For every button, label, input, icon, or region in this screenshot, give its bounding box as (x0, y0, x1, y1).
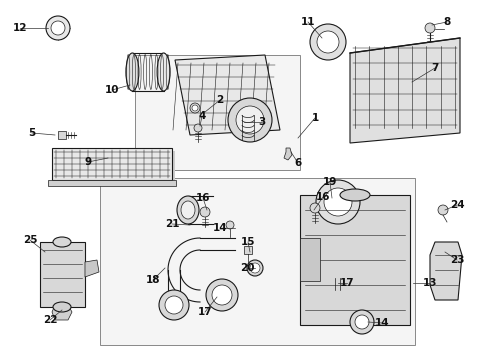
Circle shape (354, 315, 368, 329)
Text: 15: 15 (240, 237, 255, 247)
Circle shape (424, 23, 434, 33)
Circle shape (437, 205, 447, 215)
Circle shape (324, 188, 351, 216)
Bar (55, 151, 175, 183)
Circle shape (309, 203, 319, 213)
Ellipse shape (181, 201, 195, 219)
Circle shape (246, 260, 263, 276)
Bar (48, 180, 176, 186)
Circle shape (190, 103, 200, 113)
Ellipse shape (339, 189, 369, 201)
Text: 23: 23 (449, 255, 463, 265)
Circle shape (236, 106, 264, 134)
Text: 25: 25 (23, 235, 37, 245)
Text: 24: 24 (449, 200, 464, 210)
Text: 10: 10 (104, 85, 119, 95)
Text: 9: 9 (84, 157, 91, 167)
Text: 5: 5 (28, 128, 36, 138)
Text: 19: 19 (322, 177, 337, 187)
Text: 11: 11 (300, 17, 315, 27)
Polygon shape (429, 242, 461, 300)
Circle shape (212, 285, 231, 305)
Text: 21: 21 (164, 219, 179, 229)
Bar (40, 242, 85, 307)
Bar (299, 195, 409, 325)
Circle shape (309, 24, 346, 60)
Polygon shape (349, 38, 459, 143)
Circle shape (205, 279, 238, 311)
Text: 17: 17 (197, 307, 212, 317)
Text: 6: 6 (294, 158, 301, 168)
Ellipse shape (53, 302, 71, 312)
Text: 20: 20 (239, 263, 254, 273)
Text: 14: 14 (212, 223, 227, 233)
Circle shape (316, 31, 338, 53)
Circle shape (349, 310, 373, 334)
Text: 13: 13 (422, 278, 436, 288)
Text: 1: 1 (311, 113, 318, 123)
Bar (244, 246, 251, 254)
Text: 3: 3 (258, 117, 265, 127)
Circle shape (249, 263, 260, 273)
Ellipse shape (125, 53, 139, 91)
Circle shape (225, 221, 234, 229)
Circle shape (46, 16, 70, 40)
Ellipse shape (177, 196, 199, 224)
Text: 18: 18 (145, 275, 160, 285)
Bar (58, 131, 66, 139)
Text: 16: 16 (195, 193, 210, 203)
Polygon shape (85, 260, 99, 277)
Bar (52, 148, 172, 180)
Ellipse shape (53, 237, 71, 247)
Bar (100, 178, 414, 345)
Text: 14: 14 (374, 318, 388, 328)
Text: 4: 4 (198, 111, 205, 121)
Circle shape (164, 296, 183, 314)
Circle shape (192, 105, 198, 111)
Circle shape (315, 180, 359, 224)
Polygon shape (52, 305, 72, 320)
Circle shape (159, 290, 189, 320)
Circle shape (227, 98, 271, 142)
Circle shape (51, 21, 65, 35)
Text: 22: 22 (42, 315, 57, 325)
Text: 17: 17 (339, 278, 354, 288)
Circle shape (194, 124, 202, 132)
Text: 12: 12 (13, 23, 27, 33)
Text: 7: 7 (430, 63, 438, 73)
Polygon shape (284, 148, 291, 160)
Polygon shape (175, 55, 280, 135)
Text: 2: 2 (216, 95, 223, 105)
Text: 8: 8 (443, 17, 450, 27)
Circle shape (200, 207, 209, 217)
Text: 16: 16 (315, 192, 329, 202)
Bar (135, 55, 299, 170)
Bar (299, 238, 319, 281)
Ellipse shape (157, 53, 170, 91)
